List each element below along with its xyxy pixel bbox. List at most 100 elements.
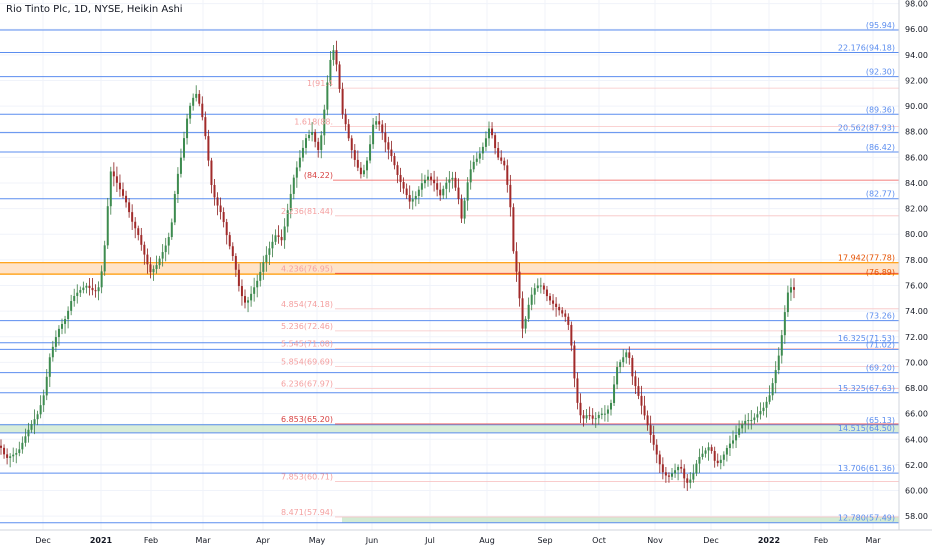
blue-level-label: (95.94) <box>866 21 895 30</box>
candle-body <box>140 235 143 245</box>
x-tick-label: Aug <box>479 536 495 545</box>
y-tick-label: 72.00 <box>905 333 928 342</box>
candle-body <box>643 405 646 416</box>
candle-body <box>558 306 561 311</box>
candle-body <box>338 64 341 89</box>
candle-body <box>603 413 606 415</box>
candle-body <box>521 298 524 329</box>
candle-body <box>292 177 295 194</box>
candle-body <box>45 376 48 396</box>
price-axis[interactable]: 98.00 96.00 94.00 92.00 90.00 88.00 86.00 84.00… <box>905 0 928 521</box>
candle-body <box>408 195 411 202</box>
candle-body <box>579 402 582 416</box>
candle-body <box>433 179 436 184</box>
candle-body <box>70 301 73 311</box>
candle-body <box>308 134 311 139</box>
candle-body <box>402 182 405 189</box>
candle-body <box>18 449 21 454</box>
candle-body <box>350 138 353 151</box>
candle-body <box>329 59 332 83</box>
candle-body <box>323 109 326 136</box>
candle-body <box>637 386 640 396</box>
candle-body <box>170 222 173 238</box>
candle-body <box>33 419 36 425</box>
green-zone-bottom <box>342 516 899 523</box>
candle-body <box>192 97 195 106</box>
candle-body <box>298 157 301 168</box>
candle-body <box>183 138 185 158</box>
candle-body <box>222 212 225 223</box>
time-axis[interactable]: Dec 2021 Feb Mar Apr May Jun Jul Aug Sep Oct Nov Dec… <box>35 536 881 545</box>
candle-body <box>88 285 91 288</box>
candle-body <box>780 335 783 356</box>
candle-body <box>378 121 381 125</box>
pink-level-label: 2.236(81.44) <box>281 207 333 216</box>
blue-level-label: (82.77) <box>866 190 895 199</box>
candle-body <box>689 479 692 483</box>
candle-body <box>503 160 506 166</box>
candle-body <box>3 447 6 455</box>
candle-body <box>786 292 789 313</box>
candle-body <box>695 463 698 474</box>
candle-body <box>536 285 539 289</box>
candle-body <box>167 237 170 246</box>
candle-body <box>631 357 634 377</box>
candle-body <box>674 470 677 474</box>
candle-body <box>195 93 198 98</box>
x-tick-label: May <box>309 536 326 545</box>
blue-level-label: (92.30) <box>866 68 895 77</box>
candle-body <box>530 294 533 305</box>
y-tick-label: 94.00 <box>905 51 928 60</box>
candle-body <box>738 428 741 435</box>
candle-body <box>649 425 652 435</box>
candle-body <box>356 159 359 168</box>
candle-body <box>143 244 146 255</box>
candle-body <box>417 189 420 197</box>
candle-body <box>369 144 372 161</box>
pink-level-label: (84.22) <box>304 171 333 180</box>
pink-level-label: 8.471(57.94) <box>281 508 333 517</box>
candle-body <box>716 460 719 464</box>
candle-body <box>335 50 338 65</box>
candle-body <box>707 447 710 451</box>
candle-body <box>585 415 588 419</box>
candle-body <box>411 199 414 202</box>
candle-body <box>640 395 643 406</box>
candle-body <box>216 197 219 206</box>
y-tick-label: 88.00 <box>905 128 928 137</box>
candle-body <box>326 82 329 110</box>
candle-body <box>545 289 548 297</box>
candle-body <box>97 287 100 292</box>
candle-body <box>606 409 609 414</box>
pink-level-label: 5.854(69.69) <box>281 357 333 366</box>
candle-body <box>399 174 402 183</box>
candle-body <box>57 328 60 338</box>
candle-body <box>219 205 222 213</box>
candle-body <box>125 195 128 203</box>
candle-body <box>198 93 201 104</box>
candle-body <box>341 88 344 115</box>
candle-body <box>732 440 734 444</box>
candle-body <box>0 445 2 448</box>
candle-body <box>213 184 216 198</box>
blue-level-label: 15.325(67.63) <box>838 384 895 393</box>
x-tick-label: Oct <box>592 536 606 545</box>
candle-body <box>228 235 231 247</box>
candle-body <box>54 337 57 347</box>
candle-body <box>713 450 716 461</box>
candle-body <box>317 141 320 150</box>
pink-level-label: 6.853(65.20) <box>281 415 333 424</box>
candle-body <box>741 424 744 429</box>
candle-body <box>414 196 417 200</box>
x-tick-label: Mar <box>195 536 211 545</box>
candle-body <box>430 176 433 180</box>
candle-body <box>524 318 527 329</box>
candle-body <box>478 153 481 159</box>
candle-body <box>362 170 365 175</box>
y-tick-label: 90.00 <box>905 102 928 111</box>
candle-body <box>384 132 387 143</box>
candle-body <box>134 221 137 229</box>
candle-body <box>756 414 759 418</box>
candle-body <box>240 286 243 297</box>
